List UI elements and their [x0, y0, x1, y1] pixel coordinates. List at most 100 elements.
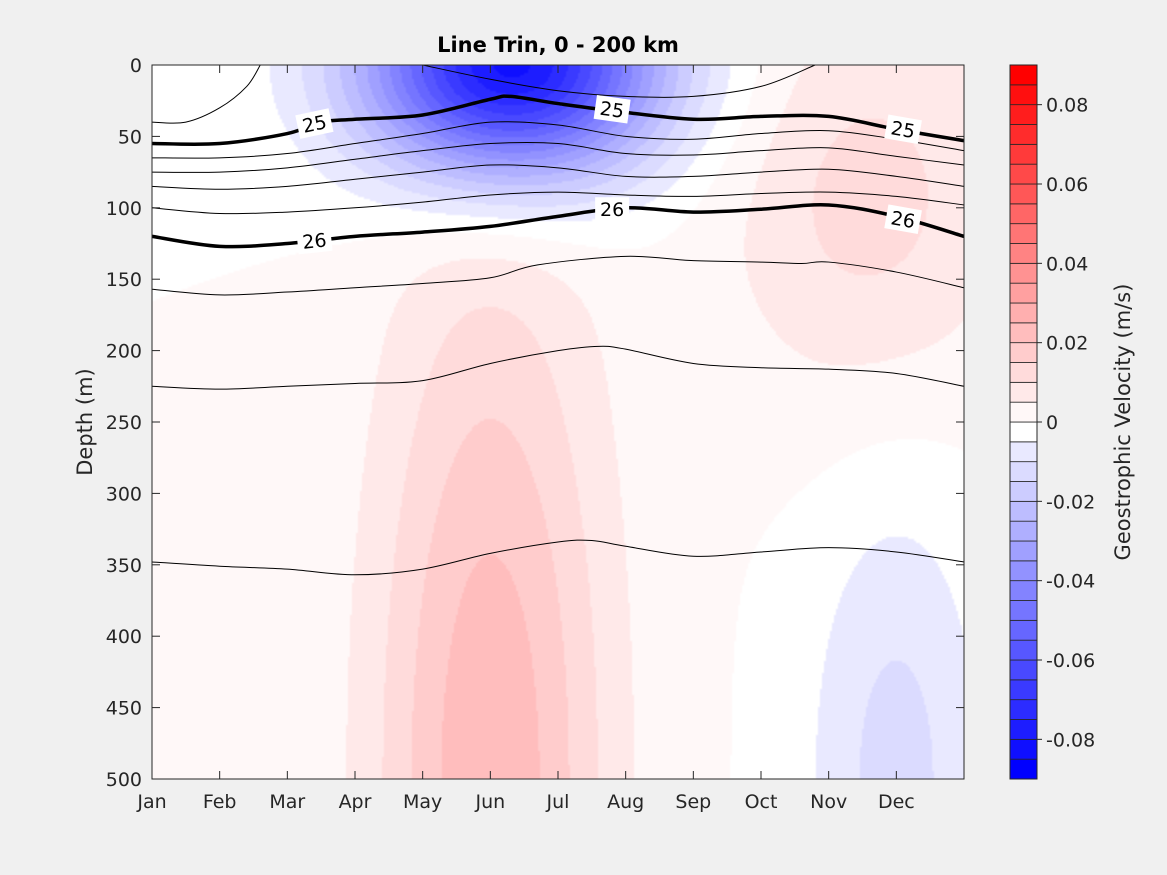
- colorbar-segment: [1009, 203, 1038, 225]
- y-tick-label: 0: [130, 55, 142, 77]
- colorbar-segment: [1009, 560, 1038, 582]
- colorbar-segment: [1009, 520, 1038, 542]
- y-axis-label: Depth (m): [73, 368, 97, 475]
- colorbar-segment: [1009, 143, 1038, 165]
- colorbar-tick-label: 0.04: [1046, 253, 1088, 275]
- colorbar-segment: [1009, 461, 1038, 482]
- colorbar-segment: [1009, 163, 1038, 185]
- contour-label-group: 25: [295, 108, 334, 139]
- colorbar-ticks: 0.08 0.06 0.04 0.02 0 -0.02 -0.04 -0.06 -0.08: [1037, 95, 1095, 751]
- y-tick-label: 400: [106, 626, 142, 648]
- colorbar-tick-label: -0.02: [1046, 491, 1095, 513]
- contour-label-26: 26: [301, 229, 327, 253]
- colorbar-tick-label: -0.08: [1046, 729, 1095, 751]
- y-tick-label: 150: [106, 269, 142, 291]
- density-contour-line: [151, 164, 965, 190]
- colorbar-label: Geostrophic Velocity (m/s): [1111, 284, 1135, 561]
- contour-label-knockout: [295, 108, 334, 139]
- colorbar-segment: [1009, 64, 1038, 86]
- x-tick-label: Nov: [810, 791, 847, 813]
- colorbar-segment: [1009, 362, 1038, 383]
- colorbar-segment: [1009, 659, 1038, 681]
- contour-label-knockout: [595, 197, 630, 222]
- y-tick-label: 50: [118, 126, 142, 148]
- x-tick-label: Jul: [546, 791, 570, 813]
- colorbar: 0.08 0.06 0.04 0.02 0 -0.02 -0.04 -0.06 -0.08 Ge…: [1009, 64, 1135, 780]
- colorbar-segment: [1009, 580, 1038, 601]
- contour-label-knockout: [884, 114, 922, 145]
- colorbar-segment: [1009, 441, 1038, 463]
- colorbar-segment: [1009, 243, 1038, 264]
- density-contour-line: [151, 539, 965, 576]
- contour-label-group: 26: [296, 226, 333, 255]
- colorbar-tick-label: -0.06: [1046, 650, 1095, 672]
- density-contour-line: [151, 345, 965, 390]
- colorbar-segment: [1009, 401, 1038, 423]
- x-tick-label: Jun: [474, 791, 505, 813]
- x-tick-label: Sep: [675, 791, 711, 813]
- x-tick-label: May: [403, 791, 442, 813]
- colorbar-segment: [1009, 540, 1038, 562]
- colorbar-segment: [1009, 600, 1038, 621]
- contour-label-knockout: [296, 226, 333, 255]
- y-tick-label: 450: [106, 698, 142, 720]
- x-axis: Jan Feb Mar Apr May Jun Jul Aug Sep Oct Nov Dec: [136, 65, 915, 813]
- y-axis: 0 50 100 150 200 250 300 350 400 450 500: [106, 55, 964, 791]
- colorbar-tick-label: 0.06: [1046, 174, 1088, 196]
- density-contours: [151, 64, 965, 576]
- y-tick-label: 100: [106, 198, 142, 220]
- colorbar-segment: [1009, 500, 1038, 522]
- x-tick-label: Jan: [136, 791, 166, 813]
- density-contour-line: [151, 255, 965, 296]
- colorbar-segment: [1009, 104, 1038, 125]
- density-contour-line: [151, 191, 965, 215]
- colorbar-segment: [1009, 679, 1038, 701]
- contour-label-26: 26: [889, 207, 917, 233]
- colorbar-segment: [1009, 481, 1038, 502]
- contour-label-25: 25: [889, 117, 917, 143]
- x-tick-label: Feb: [203, 791, 237, 813]
- plot-area: 25 25 25 26 26 26: [151, 64, 965, 780]
- contour-label-knockout: [593, 95, 631, 124]
- colorbar-segment: [1009, 302, 1038, 324]
- x-tick-label: Dec: [878, 791, 915, 813]
- contour-label-25: 25: [598, 98, 625, 123]
- colorbar-segment: [1009, 262, 1038, 284]
- colorbar-segment: [1009, 223, 1038, 244]
- density-contour-26: [151, 202, 965, 249]
- y-tick-label: 350: [106, 555, 142, 577]
- colorbar-segment: [1009, 758, 1038, 780]
- contour-label-knockout: [884, 204, 922, 234]
- colorbar-tick-label: 0: [1046, 412, 1058, 434]
- colorbar-segment: [1009, 421, 1038, 443]
- chart-title: Line Trin, 0 - 200 km: [437, 33, 679, 57]
- velocity-heatmap: [152, 65, 964, 779]
- y-tick-label: 200: [106, 341, 142, 363]
- density-contour-line: [151, 64, 261, 124]
- contour-label-group: 25: [884, 114, 922, 145]
- density-contour-25: [151, 94, 965, 147]
- colorbar-segment: [1009, 719, 1038, 740]
- contour-label-26: 26: [600, 199, 624, 221]
- y-tick-label: 500: [106, 769, 142, 791]
- colorbar-segment: [1009, 183, 1038, 205]
- contour-label-group: 25: [593, 95, 631, 124]
- density-contour-labels: 25 25 25 26 26 26: [295, 95, 922, 255]
- colorbar-segment: [1009, 282, 1038, 304]
- colorbar-tick-label: -0.04: [1046, 571, 1095, 593]
- colorbar-segment: [1009, 322, 1038, 344]
- y-tick-label: 300: [106, 483, 142, 505]
- y-tick-label: 250: [106, 412, 142, 434]
- density-contour-line: [151, 121, 965, 159]
- x-tick-label: Mar: [269, 791, 305, 813]
- colorbar-segment: [1009, 699, 1038, 720]
- x-tick-label: Aug: [607, 791, 644, 813]
- density-contour-line: [422, 64, 816, 98]
- colorbar-segment: [1009, 84, 1038, 106]
- colorbar-segment: [1009, 738, 1038, 760]
- colorbar-segments: [1009, 64, 1038, 780]
- contour-label-group: 26: [595, 197, 630, 222]
- colorbar-segment: [1009, 124, 1038, 145]
- x-tick-label: Oct: [745, 791, 778, 813]
